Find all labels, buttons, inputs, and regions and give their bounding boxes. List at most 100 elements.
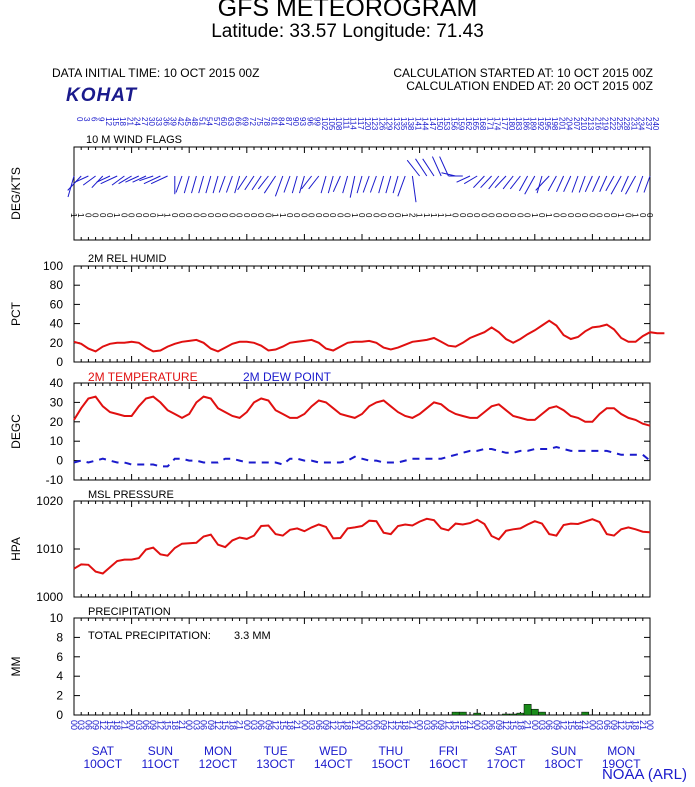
wind-barb — [406, 159, 420, 177]
utc-hour-label: 00 — [127, 720, 137, 730]
utc-hour-label: 03 — [364, 720, 374, 730]
forecast-hour-label: 54 — [205, 117, 214, 126]
utc-hour-label: 12 — [328, 720, 338, 730]
wind-speed-label: 0 — [91, 213, 100, 218]
utc-hour-label: 18 — [343, 720, 353, 730]
wind-speed-label: 0 — [299, 213, 308, 218]
precip-bar — [451, 711, 460, 716]
wind-speed-label: 1 — [436, 213, 445, 218]
wind-speed-label: 0 — [98, 213, 107, 218]
forecast-hour-label: 228 — [622, 117, 631, 131]
wind-speed-label: 0 — [595, 213, 604, 218]
wind-barb — [274, 175, 284, 197]
precip-bar — [530, 708, 539, 716]
utc-hour-label: 15 — [278, 720, 288, 730]
day-of-week-label: FRI — [439, 744, 458, 758]
wind-barb — [605, 175, 615, 192]
wind-barb — [643, 175, 651, 193]
utc-hour-label: 18 — [573, 720, 583, 730]
forecast-hour-label: 87 — [284, 117, 293, 126]
wind-speed-label: 0 — [508, 213, 517, 218]
utc-hour-label: 03 — [76, 720, 86, 730]
forecast-hour-label: 201 — [557, 117, 566, 131]
total-precip-value: 3.3 MM — [234, 630, 271, 642]
forecast-hour-label: 138 — [406, 117, 415, 131]
wind-barb — [118, 175, 132, 185]
day-of-week-label: SUN — [148, 744, 173, 758]
wind-speed-label: 0 — [242, 213, 251, 218]
wind-speed-label: 0 — [393, 213, 402, 218]
day-date-label: 13OCT — [256, 757, 295, 771]
utc-hour-label: 21 — [177, 720, 187, 730]
precip-bar — [538, 711, 546, 716]
utc-hour-label: 18 — [631, 720, 641, 730]
utc-hour-label: 12 — [271, 720, 281, 730]
wind-barb — [536, 175, 543, 194]
forecast-hour-label: 33 — [154, 117, 163, 126]
forecast-hour-label: 204 — [565, 117, 574, 131]
utc-hour-label: 00 — [645, 720, 655, 730]
utc-hour-label: 12 — [155, 720, 165, 730]
calculation-started: CALCULATION STARTED AT: 10 OCT 2015 00Z — [393, 66, 653, 80]
precip-panel-title: PRECIPITATION — [88, 606, 171, 618]
pressure-panel-frame — [73, 500, 651, 598]
station-name: KOHAT — [66, 85, 138, 106]
page-title: GFS METEOROGRAM — [217, 0, 478, 22]
wind-barb — [251, 175, 262, 191]
forecast-hour-label: 21 — [125, 117, 134, 126]
wind-barb — [198, 175, 205, 194]
dewpoint-series-line — [73, 445, 651, 468]
forecast-hour-label: 189 — [529, 117, 538, 131]
forecast-hour-label: 123 — [370, 117, 379, 131]
wind-barb — [535, 175, 550, 191]
forecast-hour-label: 36 — [161, 117, 170, 126]
wind-speed-label: 0 — [184, 213, 193, 218]
wind-barb — [411, 175, 417, 203]
wind-speed-label: 1 — [530, 213, 539, 218]
wind-barb — [488, 175, 500, 190]
noaa-credit: NOAA (ARL) — [601, 766, 687, 783]
forecast-hour-label: 108 — [334, 117, 343, 131]
wind-speed-label: 0 — [515, 213, 524, 218]
wind-speed-label: 0 — [148, 213, 157, 218]
y-tick-label: 100 — [43, 259, 63, 273]
day-of-week-label: WED — [319, 744, 347, 758]
wind-barb — [441, 172, 456, 177]
forecast-hour-label: 93 — [298, 117, 307, 126]
utc-hour-label: 09 — [436, 720, 446, 730]
wind-speed-label: 0 — [566, 213, 575, 218]
utc-hour-label: 15 — [451, 720, 461, 730]
wind-speed-label: 0 — [256, 213, 265, 218]
forecast-hour-label: 195 — [543, 117, 552, 131]
forecast-hour-label: 168 — [478, 117, 487, 131]
forecast-hour-label: 99 — [313, 117, 322, 126]
wind-speed-label: 1 — [544, 213, 553, 218]
forecast-hour-label: 186 — [521, 117, 530, 131]
wind-speed-label: 0 — [199, 213, 208, 218]
utc-hour-label: 21 — [465, 720, 475, 730]
utc-hour-label: 12 — [386, 720, 396, 730]
total-precip-label: TOTAL PRECIPITATION: — [88, 630, 211, 642]
utc-hour-label: 09 — [551, 720, 561, 730]
y-tick-label: 20 — [50, 415, 64, 429]
wind-barb — [625, 175, 637, 195]
wind-speed-label: 0 — [314, 213, 323, 218]
temp-panel-frame — [73, 382, 651, 481]
forecast-hour-label: 96 — [305, 117, 314, 126]
forecast-hour-label: 30 — [147, 117, 156, 126]
forecast-hour-label: 15 — [111, 117, 120, 126]
utc-hour-label: 06 — [429, 720, 439, 730]
wind-barb — [620, 175, 629, 193]
utc-hour-label: 21 — [119, 720, 129, 730]
utc-hour-label: 03 — [134, 720, 144, 730]
wind-barb — [378, 175, 385, 194]
y-tick-label: 0 — [56, 355, 63, 369]
y-tick-label: 0 — [56, 454, 63, 468]
forecast-hour-label: 63 — [226, 117, 235, 126]
y-tick-label: 10 — [50, 434, 64, 448]
wind-speed-label: 0 — [386, 213, 395, 218]
wind-speed-label: 0 — [343, 213, 352, 218]
wind-speed-label: 0 — [371, 213, 380, 218]
utc-hour-label: 00 — [530, 720, 540, 730]
forecast-hour-label: 162 — [464, 117, 473, 131]
